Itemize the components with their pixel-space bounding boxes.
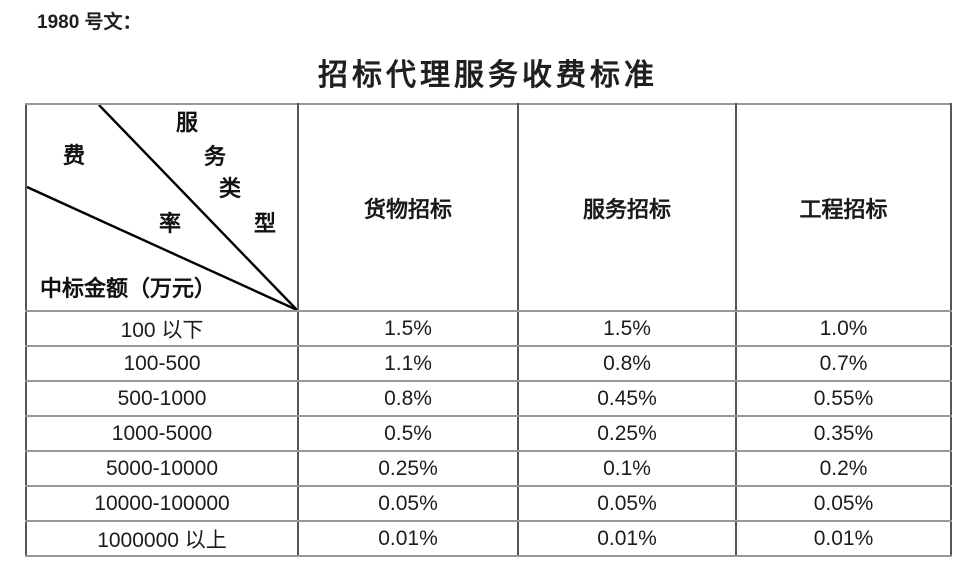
fee-value: 0.1% [517,450,737,487]
fee-value: 0.8% [517,345,737,382]
corner-service-type-char: 务 [204,144,227,169]
corner-amount-axis-label: 中标金额（万元） [40,276,217,301]
column-header-services: 服务招标 [517,103,737,312]
fee-value: 0.25% [517,415,737,452]
row-label: 1000-5000 [25,415,299,452]
fee-value: 1.5% [517,310,737,347]
row-label: 500-1000 [25,380,299,417]
row-label: 100-500 [25,345,299,382]
column-header-engineering: 工程招标 [735,103,952,312]
corner-rate-char: 率 [159,211,182,236]
corner-service-type-char: 型 [254,211,277,236]
fee-value: 0.01% [297,520,519,557]
row-label: 1000000 以上 [25,520,299,557]
table-row: 500-1000 0.8% 0.45% 0.55% [25,380,952,417]
fee-value: 0.8% [297,380,519,417]
fee-value: 1.1% [297,345,519,382]
table-row: 1000-5000 0.5% 0.25% 0.35% [25,415,952,452]
corner-service-type-char: 服 [176,110,199,135]
row-label: 5000-10000 [25,450,299,487]
diagonal-split-lines-icon [28,106,296,309]
fee-value: 1.5% [297,310,519,347]
fee-value: 0.01% [517,520,737,557]
corner-rate-char: 费 [63,143,86,168]
table-row: 100 以下 1.5% 1.5% 1.0% [25,310,952,347]
doc-number-label: 1980 号文： [37,12,142,33]
fee-value: 0.45% [517,380,737,417]
fee-value: 1.0% [735,310,952,347]
fee-standard-table: 服 务 类 型 费 率 中标金额（万元） 货物招标 服务招标 工程招标 100 … [25,103,952,557]
page-title: 招标代理服务收费标准 [318,59,658,92]
fee-value: 0.25% [297,450,519,487]
fee-value: 0.05% [517,485,737,522]
corner-service-type-char: 类 [219,176,242,201]
row-label: 10000-100000 [25,485,299,522]
fee-value: 0.05% [735,485,952,522]
fee-value: 0.2% [735,450,952,487]
header-row: 服 务 类 型 费 率 中标金额（万元） 货物招标 服务招标 工程招标 [25,103,952,312]
fee-value: 0.05% [297,485,519,522]
fee-value: 0.35% [735,415,952,452]
table-row: 100-500 1.1% 0.8% 0.7% [25,345,952,382]
fee-value: 0.5% [297,415,519,452]
table-row: 5000-10000 0.25% 0.1% 0.2% [25,450,952,487]
fee-value: 0.01% [735,520,952,557]
row-label: 100 以下 [25,310,299,347]
table-row: 10000-100000 0.05% 0.05% 0.05% [25,485,952,522]
table-row: 1000000 以上 0.01% 0.01% 0.01% [25,520,952,557]
fee-value: 0.55% [735,380,952,417]
diagonal-corner-cell: 服 务 类 型 费 率 中标金额（万元） [25,103,299,312]
fee-value: 0.7% [735,345,952,382]
column-header-goods: 货物招标 [297,103,519,312]
